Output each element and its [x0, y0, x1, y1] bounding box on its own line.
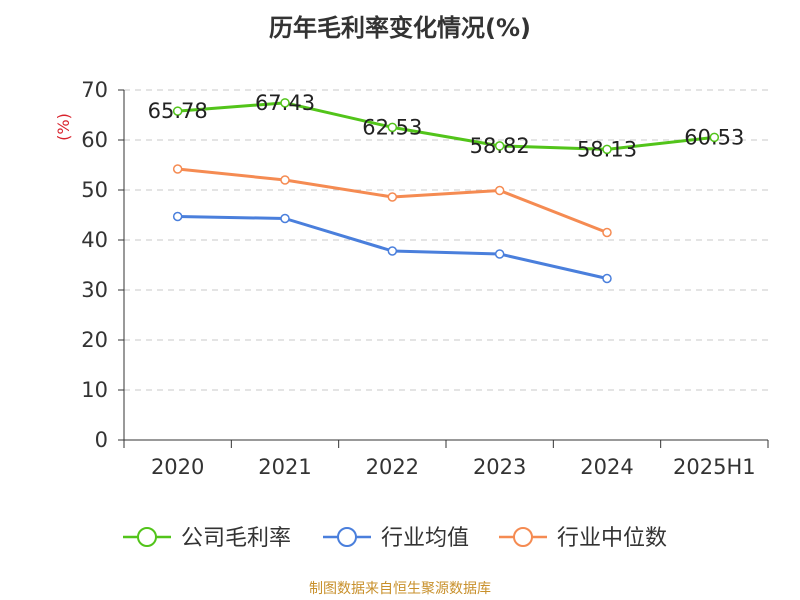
data-point: [172, 106, 183, 116]
data-point: [172, 211, 183, 222]
series-lines: [172, 98, 720, 284]
data-label: 58.13: [577, 137, 637, 161]
y-tick-label: 40: [81, 228, 108, 252]
data-point: [387, 192, 398, 202]
data-point: [387, 122, 398, 133]
data-label: 60.53: [684, 125, 744, 149]
data-labels: 65.78 67.43 62.53 58.82 58.13 60.53: [148, 91, 745, 162]
y-tick-label: 50: [81, 178, 108, 202]
legend-marker: [137, 527, 157, 547]
y-tick-label: 20: [81, 328, 108, 352]
data-point: [709, 132, 720, 143]
x-tick-label: 2020: [151, 455, 204, 479]
x-tick-label: 2025H1: [673, 455, 756, 479]
data-point: [494, 141, 505, 151]
data-label: 62.53: [362, 115, 422, 139]
legend-label: 行业中位数: [557, 526, 667, 551]
data-point: [602, 273, 612, 284]
x-tick-label: 2024: [580, 455, 633, 479]
data-point: [494, 185, 505, 196]
grid-lines: [124, 89, 768, 391]
data-point: [172, 164, 183, 174]
data-label: 58.82: [470, 134, 530, 158]
y-tick-label: 60: [81, 128, 108, 152]
y-tick-label: 30: [81, 278, 108, 302]
data-point: [280, 213, 290, 224]
chart-title: 历年毛利率变化情况(%): [269, 14, 531, 42]
source-note: 制图数据来自恒生聚源数据库: [309, 581, 491, 597]
data-point: [602, 144, 612, 155]
data-label: 65.78: [148, 99, 208, 123]
series-line: [177, 101, 715, 151]
data-point: [494, 249, 505, 259]
x-tick-label: 2021: [258, 455, 311, 479]
legend-label: 公司毛利率: [181, 526, 291, 551]
data-point: [387, 246, 398, 256]
y-tick-label: 70: [81, 78, 108, 102]
legend-label: 行业均值: [381, 526, 469, 551]
x-tick-label: 2023: [473, 455, 526, 479]
data-point: [280, 175, 290, 185]
axes: 0 10 20 30 40 50 60 70 2020 2021 2022 2023 2024 2025H…: [54, 78, 769, 479]
data-point: [280, 98, 290, 108]
data-point: [602, 227, 612, 238]
y-tick-label: 10: [81, 378, 108, 402]
x-tick-label: 2022: [366, 455, 419, 479]
legend-marker: [513, 527, 533, 547]
y-axis-unit-label: (%): [54, 113, 73, 141]
legend: 公司毛利率 行业均值 行业中位数: [123, 526, 667, 551]
legend-marker: [337, 527, 357, 547]
data-label: 67.43: [255, 91, 315, 115]
y-tick-label: 0: [95, 428, 108, 452]
